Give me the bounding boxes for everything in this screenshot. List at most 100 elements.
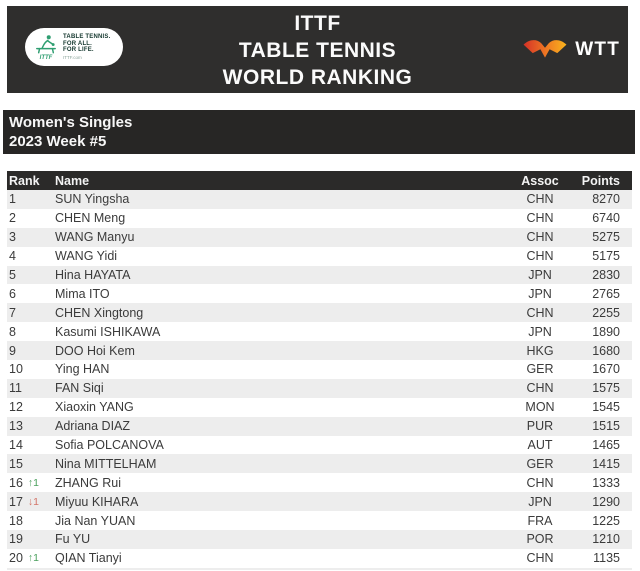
assoc-code: JPN: [528, 286, 552, 301]
points-value: 1290: [592, 494, 620, 509]
rank-value: 10: [9, 362, 23, 377]
ittf-site-text: ITTF.com: [63, 54, 82, 60]
ranking-week: 2023 Week #5: [9, 133, 107, 150]
table-row: 7 CHEN Xingtong CHN 2255: [7, 303, 632, 323]
assoc-code: CHN: [526, 551, 554, 566]
assoc-code: JPN: [528, 324, 552, 339]
column-header-rank: Rank: [9, 173, 40, 188]
rank-change-indicator: ↑1: [27, 476, 39, 489]
rank-value: 16: [9, 475, 23, 490]
assoc-code: JPN: [528, 268, 552, 282]
ittf-tagline-line: FOR ALL.: [63, 40, 93, 47]
assoc-code: AUT: [527, 438, 553, 453]
player-name: FAN Siqi: [55, 381, 104, 396]
player-name: SUN Yingsha: [55, 192, 130, 207]
ittf-brand-text: ITTF: [39, 55, 53, 61]
player-name: Xiaoxin YANG: [55, 400, 134, 415]
rank-change-indicator: ↑1: [27, 552, 39, 565]
player-name: CHEN Xingtong: [55, 305, 144, 320]
table-row: 6 Mima ITO JPN 2765: [7, 284, 632, 303]
table-row: 2 CHEN Meng CHN 6740: [7, 209, 632, 228]
title-line-2: TABLE TENNIS: [238, 38, 397, 62]
table-header-row: Rank Name Assoc Points: [7, 171, 632, 190]
player-name: Jia Nan YUAN: [55, 513, 136, 528]
player-name: Fu YU: [55, 532, 91, 547]
points-value: 1890: [592, 324, 620, 339]
partial-next-row: [7, 567, 632, 571]
assoc-code: HKG: [526, 343, 554, 358]
wtt-label: WTT: [575, 38, 620, 60]
table-row: 15 Nina MITTELHAM GER 1415: [7, 454, 632, 474]
points-value: 1135: [593, 551, 620, 566]
assoc-code: PUR: [526, 419, 554, 434]
player-name: Mima ITO: [55, 286, 110, 301]
wtt-wings-icon: [523, 39, 567, 58]
rank-cell: 13: [7, 419, 55, 433]
rank-value: 4: [9, 249, 16, 264]
player-name: WANG Manyu: [55, 230, 135, 245]
table-tennis-player-icon: [36, 35, 56, 54]
rank-value: 8: [9, 324, 16, 339]
rank-value: 1: [9, 192, 16, 207]
top-header: ITTF TABLE TENNIS. FOR ALL. FOR LIFE. IT…: [7, 6, 628, 93]
player-name: Hina HAYATA: [55, 268, 131, 282]
table-row: 4 WANG Yidi CHN 5175: [7, 247, 632, 266]
assoc-code: FRA: [527, 513, 553, 528]
player-name: DOO Hoi Kem: [55, 343, 135, 358]
rank-cell: 11: [7, 381, 55, 395]
points-value: 2255: [592, 305, 620, 320]
table-row: 13 Adriana DIAZ PUR 1515: [7, 416, 632, 436]
assoc-code: GER: [526, 362, 554, 377]
player-name: Kasumi ISHIKAWA: [55, 324, 161, 339]
rank-value: 18: [9, 513, 23, 528]
assoc-code: CHN: [526, 305, 554, 320]
rank-value: 14: [9, 438, 23, 453]
assoc-code: CHN: [526, 249, 554, 264]
player-name: Miyuu KIHARA: [55, 494, 139, 509]
rank-cell: 6: [7, 287, 55, 301]
player-name: ZHANG Rui: [55, 475, 121, 490]
table-row: 1 SUN Yingsha CHN 8270: [7, 190, 632, 209]
rank-value: 2: [9, 211, 16, 226]
assoc-code: GER: [526, 456, 554, 471]
rank-value: 6: [9, 286, 16, 301]
rank-cell: 7: [7, 306, 55, 320]
table-row: 12 Xiaoxin YANG MON 1545: [7, 398, 632, 417]
points-value: 1225: [592, 513, 620, 528]
rank-cell: 8: [7, 325, 55, 339]
rank-cell: 12: [7, 400, 55, 414]
title-line-1: ITTF: [294, 11, 341, 35]
points-value: 5275: [592, 230, 620, 245]
player-name: Nina MITTELHAM: [55, 456, 157, 471]
table-row: 20 ↑1 QIAN Tianyi CHN 1135: [7, 549, 632, 568]
ittf-tagline: TABLE TENNIS. FOR ALL. FOR LIFE. ITTF.co…: [63, 34, 111, 60]
assoc-code: CHN: [526, 475, 554, 490]
points-value: 1680: [592, 343, 620, 358]
column-header-name: Name: [55, 173, 90, 188]
rank-cell: 9: [7, 344, 55, 358]
player-name: CHEN Meng: [55, 211, 126, 226]
rank-change-indicator: ↓1: [27, 495, 39, 508]
table-row: 14 Sofia POLCANOVA AUT 1465: [7, 436, 632, 455]
rank-cell: 19: [7, 532, 55, 546]
points-value: 5175: [592, 249, 620, 264]
table-row: 8 Kasumi ISHIKAWA JPN 1890: [7, 322, 632, 341]
player-name: Sofia POLCANOVA: [55, 438, 164, 453]
rank-value: 11: [9, 381, 22, 396]
table-row: 17 ↓1 Miyuu KIHARA JPN 1290: [7, 492, 632, 512]
ittf-player-icon: ITTF: [33, 33, 59, 61]
rank-cell: 1: [7, 192, 55, 206]
assoc-code: MON: [525, 400, 555, 415]
wtt-logo: WTT: [522, 6, 620, 93]
rank-cell: 5: [7, 268, 55, 282]
rank-value: 17: [9, 494, 23, 509]
rank-cell: 2: [7, 211, 55, 225]
table-body: 1 SUN Yingsha CHN 8270 2 CHEN Meng CHN 6…: [7, 190, 632, 568]
points-value: 8270: [592, 192, 620, 207]
event-category: Women's Singles: [9, 114, 133, 131]
subheader: Women's Singles 2023 Week #5: [3, 110, 635, 154]
table-row: 18 Jia Nan YUAN FRA 1225: [7, 511, 632, 530]
player-name: WANG Yidi: [55, 249, 118, 264]
points-value: 1333: [592, 475, 620, 490]
